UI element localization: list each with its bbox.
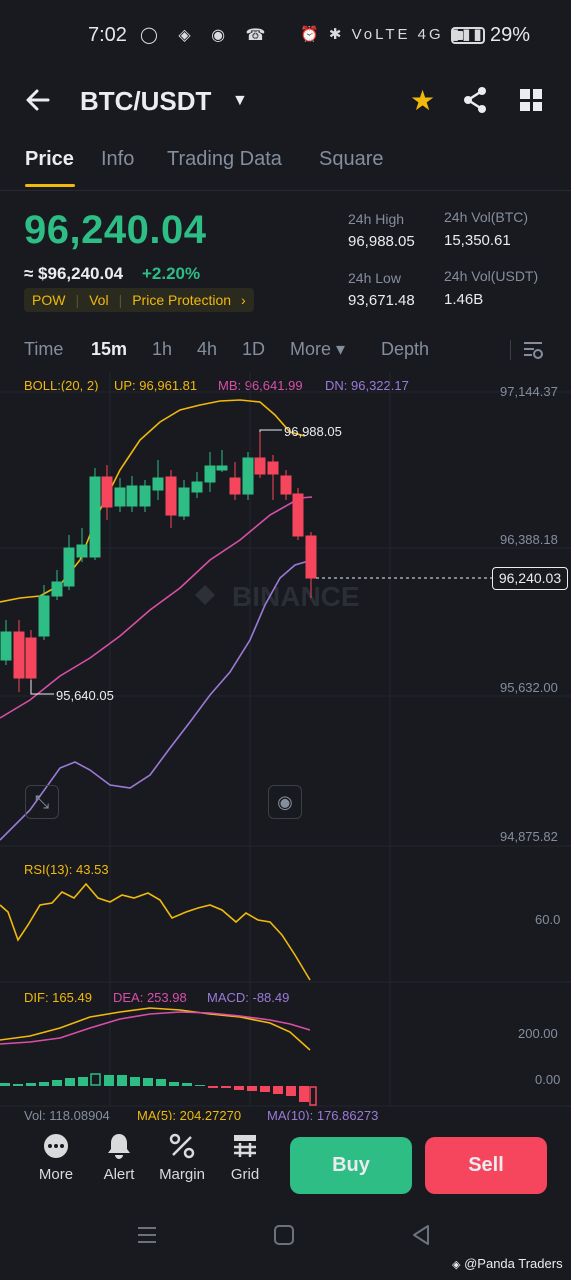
- star-icon[interactable]: ★: [410, 85, 436, 116]
- margin-button[interactable]: Margin: [147, 1128, 217, 1183]
- interval-1h[interactable]: 1h: [152, 339, 173, 359]
- margin-label: Margin: [159, 1166, 205, 1183]
- macd-dea: DEA: 253.98: [113, 990, 187, 1005]
- interval-depth[interactable]: Depth: [381, 339, 430, 359]
- macd-axis-label: 0.00: [535, 1072, 561, 1087]
- share-icon[interactable]: [462, 86, 490, 114]
- tab-underline: [25, 184, 75, 187]
- interval-15m[interactable]: 15m: [91, 339, 128, 359]
- tab-price[interactable]: Price: [25, 148, 74, 170]
- margin-icon: [147, 1128, 217, 1164]
- tag-strip[interactable]: POW | Vol | Price Protection ›: [24, 288, 254, 312]
- price-axis-label: 96,388.18: [500, 532, 558, 547]
- rsi-label: RSI(13): 43.53: [24, 862, 109, 877]
- stat-high-label: 24h High: [348, 211, 405, 227]
- tab-trading-data[interactable]: Trading Data: [167, 148, 282, 170]
- more-label: More: [38, 1166, 74, 1183]
- price-change: +2.20%: [142, 264, 201, 283]
- boll-mb: MB: 96,641.99: [218, 378, 303, 393]
- tag-price-protection[interactable]: Price Protection: [132, 292, 232, 308]
- grid-label: Grid: [230, 1166, 260, 1183]
- boll-up: UP: 96,961.81: [114, 378, 198, 393]
- stat-volbtc-label: 24h Vol(BTC): [444, 209, 529, 225]
- tag-vol[interactable]: Vol: [89, 292, 109, 308]
- high-marker-label: 96,988.05: [284, 424, 342, 439]
- status-time: 7:02: [88, 24, 127, 46]
- battery-percent: 29%: [490, 24, 531, 46]
- bell-icon: [84, 1128, 154, 1164]
- fiat-price: ≈ $96,240.04: [24, 264, 124, 283]
- chevron-right-icon: ›: [241, 292, 246, 308]
- expand-icon[interactable]: ⤡: [25, 785, 59, 819]
- vol-ma5: MA(5): 204.27270: [137, 1108, 242, 1123]
- stat-volbtc-value: 15,350.61: [444, 232, 511, 249]
- grid-bot-icon: [210, 1128, 280, 1164]
- divider: [0, 190, 571, 191]
- buy-button[interactable]: Buy: [290, 1137, 412, 1194]
- vol-label: Vol: 118.08904: [24, 1108, 110, 1123]
- boll-dn: DN: 96,322.17: [325, 378, 409, 393]
- status-bar: 7:02 ◯ ◈ ◉ ☎ ⏰ ✱ VoLTE 4G ▮▮▮ 29%: [0, 0, 571, 72]
- boll-label: BOLL:(20, 2): [24, 378, 99, 393]
- stat-high-value: 96,988.05: [348, 233, 415, 250]
- current-price-tag: 96,240.03: [492, 567, 568, 590]
- binance-logo-icon: [195, 585, 215, 605]
- stat-volusdt-value: 1.46B: [444, 291, 484, 308]
- tag-pow[interactable]: POW: [32, 292, 66, 308]
- alert-label: Alert: [103, 1166, 135, 1183]
- binance-logo-icon: ◈: [452, 1259, 461, 1271]
- pair-title[interactable]: BTC/USDT: [80, 86, 212, 116]
- sell-button[interactable]: Sell: [425, 1137, 547, 1194]
- tag-separator: |: [75, 292, 80, 308]
- notification-icons: ◯ ◈ ◉ ☎: [140, 27, 274, 44]
- tab-info[interactable]: Info: [101, 148, 135, 170]
- chart-settings-icon[interactable]: [522, 339, 544, 366]
- interval-4h[interactable]: 4h: [197, 339, 218, 359]
- back-arrow-icon[interactable]: [24, 86, 52, 121]
- chevron-down-icon[interactable]: ▼: [232, 92, 248, 109]
- tag-separator: |: [118, 292, 123, 308]
- last-price: 96,240.04: [24, 208, 207, 252]
- interval-time[interactable]: Time: [24, 339, 64, 359]
- rsi-axis-label: 60.0: [535, 912, 561, 927]
- price-axis-label: 97,144.37: [500, 384, 558, 399]
- candlestick-chart[interactable]: BINANCE: [0, 372, 571, 1110]
- stat-volusdt-label: 24h Vol(USDT): [444, 268, 539, 284]
- macd-dif: DIF: 165.49: [24, 990, 92, 1005]
- more-button[interactable]: More: [21, 1128, 91, 1183]
- battery-icon: [451, 27, 485, 44]
- interval-1d[interactable]: 1D: [242, 339, 266, 359]
- stat-low-label: 24h Low: [348, 270, 401, 286]
- back-nav-icon[interactable]: [410, 1224, 432, 1253]
- watermark-text: @Panda Traders: [464, 1256, 563, 1271]
- macd-axis-label: 200.00: [518, 1026, 558, 1041]
- divider: [510, 340, 511, 360]
- low-marker-label: 95,640.05: [56, 688, 114, 703]
- chart-watermark: BINANCE: [232, 581, 360, 612]
- system-icons: ⏰ ✱ VoLTE 4G ▮▮▮: [300, 26, 485, 43]
- watermark: ◈ @Panda Traders: [452, 1256, 563, 1271]
- stat-low-value: 93,671.48: [348, 292, 415, 309]
- alert-button[interactable]: Alert: [84, 1128, 154, 1183]
- price-axis-label: 94,875.82: [500, 829, 558, 844]
- vol-ma10: MA(10): 176.86273: [267, 1108, 379, 1123]
- eye-icon[interactable]: ◉: [268, 785, 302, 819]
- interval-more[interactable]: More ▾: [290, 339, 346, 359]
- tab-square[interactable]: Square: [319, 148, 384, 170]
- grid-button[interactable]: Grid: [210, 1128, 280, 1183]
- home-nav-icon[interactable]: [273, 1224, 295, 1253]
- more-icon: [21, 1128, 91, 1164]
- macd-value: MACD: -88.49: [207, 990, 290, 1005]
- grid-icon[interactable]: [520, 89, 542, 111]
- menu-nav-icon[interactable]: [136, 1224, 158, 1253]
- price-axis-label: 95,632.00: [500, 680, 558, 695]
